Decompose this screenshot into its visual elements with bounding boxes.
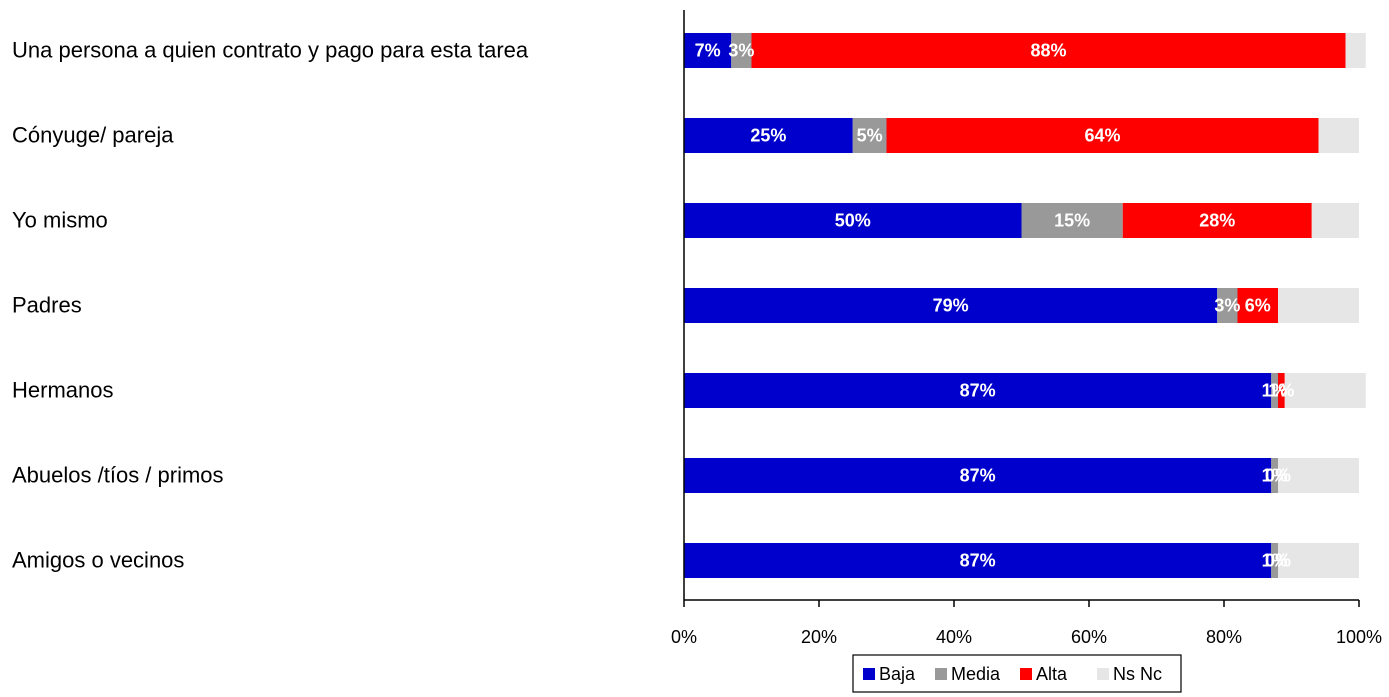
data-label: 87% (960, 381, 996, 401)
data-label: 64% (1084, 126, 1120, 146)
data-label: 28% (1199, 211, 1235, 231)
legend-label: Ns Nc (1113, 664, 1162, 684)
x-tick-label: 0% (671, 627, 697, 647)
bar-segment-media (1021, 203, 1123, 238)
bar-segment-baja (684, 288, 1218, 323)
category-label: Yo mismo (12, 208, 108, 233)
bar-segment-ns-nc (1284, 373, 1366, 408)
legend-swatch-ns-nc (1097, 668, 1109, 680)
bar-segment-media (1271, 373, 1278, 408)
bar-segment-baja (684, 118, 853, 153)
bar-segment-alta (751, 33, 1346, 68)
data-label: 0% (1265, 551, 1291, 571)
data-label: 0% (1265, 466, 1291, 486)
x-tick-label: 80% (1206, 627, 1242, 647)
legend-swatch-baja (863, 668, 875, 680)
x-tick-label: 60% (1071, 627, 1107, 647)
x-tick-label: 20% (801, 627, 837, 647)
category-label: Una persona a quien contrato y pago para… (12, 38, 529, 63)
bar-segment-media (1271, 458, 1278, 493)
data-label: 1% (1268, 381, 1294, 401)
data-label: 79% (933, 296, 969, 316)
bar-segment-media (1217, 288, 1238, 323)
data-label: 6% (1245, 296, 1271, 316)
data-label: 1% (1262, 381, 1288, 401)
bar-segment-alta (1237, 288, 1278, 323)
bar-segment-media (852, 118, 887, 153)
data-label: 88% (1030, 41, 1066, 61)
bar-segment-media (1271, 543, 1278, 578)
bar-segment-alta (1278, 373, 1285, 408)
legend-label: Baja (879, 664, 916, 684)
legend-label: Alta (1036, 664, 1068, 684)
bar-segment-ns-nc (1278, 458, 1359, 493)
bar-segment-ns-nc (1278, 288, 1359, 323)
bar-segment-baja (684, 203, 1022, 238)
legend-swatch-alta (1020, 668, 1032, 680)
bar-segment-baja (684, 458, 1272, 493)
data-label: 3% (728, 41, 754, 61)
x-tick-label: 40% (936, 627, 972, 647)
bar-segment-ns-nc (1318, 118, 1359, 153)
legend-swatch-media (935, 668, 947, 680)
category-label: Amigos o vecinos (12, 548, 184, 573)
bar-segment-alta (886, 118, 1319, 153)
x-axis: 0% 20% 40% 60% 80% 100% (671, 10, 1382, 647)
bar-segment-ns-nc (1311, 203, 1359, 238)
data-label: 87% (960, 466, 996, 486)
legend-label: Media (951, 664, 1001, 684)
data-label: 1% (1262, 551, 1288, 571)
data-labels: 7% 3% 88%25% 5% 64%50% 15% 28%79% 3% 6%87% 1%1%87… (695, 41, 1295, 571)
bar-segment-ns-nc (1345, 33, 1366, 68)
legend: Baja Media Alta Ns Nc (852, 654, 1182, 693)
x-tick-label: 100% (1336, 627, 1382, 647)
legend-box (852, 654, 1182, 693)
data-label: 3% (1214, 296, 1240, 316)
category-label: Padres (12, 293, 82, 318)
bar-segment-alta (1122, 203, 1312, 238)
data-label: 50% (835, 211, 871, 231)
bar-segment-baja (684, 33, 732, 68)
bar-segment-baja (684, 373, 1272, 408)
data-label: 1% (1262, 466, 1288, 486)
category-label: Hermanos (12, 378, 113, 403)
data-label: 15% (1054, 211, 1090, 231)
data-label: 25% (750, 126, 786, 146)
bar-segment-baja (684, 543, 1272, 578)
category-label: Abuelos /tíos / primos (12, 463, 224, 488)
bar-segment-media (731, 33, 752, 68)
data-label: 7% (695, 41, 721, 61)
data-label: 87% (960, 551, 996, 571)
bar-segment-ns-nc (1278, 543, 1359, 578)
category-label: Cónyuge/ pareja (12, 123, 174, 148)
bars (684, 33, 1366, 578)
data-label: 5% (857, 126, 883, 146)
category-labels: Una persona a quien contrato y pago para… (12, 38, 529, 573)
